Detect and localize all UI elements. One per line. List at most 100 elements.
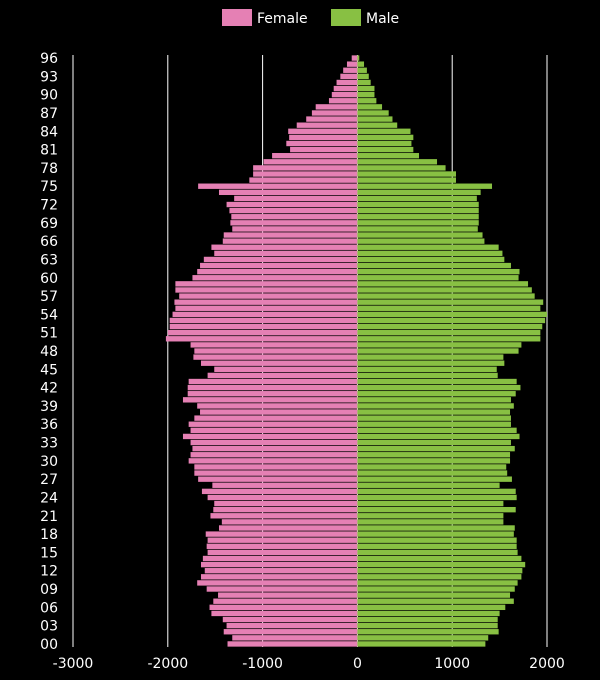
bar-male-52 <box>357 323 543 330</box>
bar-female-87 <box>311 110 358 116</box>
y-tick-label: 72 <box>40 198 58 214</box>
bar-female-12 <box>204 568 358 574</box>
bar-female-93 <box>340 73 358 80</box>
bar-female-16 <box>206 543 358 549</box>
y-tick-label: 90 <box>40 88 58 104</box>
bar-male-47 <box>357 354 504 360</box>
bar-male-82 <box>357 140 412 147</box>
bar-female-56 <box>174 299 358 305</box>
bar-female-89 <box>328 98 358 104</box>
y-tick-label: 87 <box>40 106 58 122</box>
bar-male-35 <box>357 427 517 434</box>
bar-female-49 <box>190 342 358 348</box>
y-tick-label: 27 <box>40 472 58 488</box>
bar-female-58 <box>175 287 358 293</box>
bar-male-15 <box>357 549 518 556</box>
bar-female-91 <box>333 85 358 92</box>
bar-female-60 <box>192 275 358 281</box>
bar-female-23 <box>214 500 358 507</box>
bar-male-74 <box>357 189 481 196</box>
bar-female-00 <box>227 641 358 647</box>
y-tick-label: 60 <box>40 271 58 287</box>
bar-male-68 <box>357 226 478 232</box>
bar-female-63 <box>203 256 358 263</box>
bar-female-54 <box>172 311 358 318</box>
y-tick-label: 81 <box>40 143 58 159</box>
bar-male-69 <box>357 220 479 226</box>
bar-female-30 <box>188 458 358 464</box>
bar-male-16 <box>357 543 517 549</box>
bar-male-04 <box>357 616 498 623</box>
bar-female-43 <box>188 378 358 385</box>
bar-male-96 <box>357 55 360 61</box>
bar-male-93 <box>357 73 369 80</box>
bar-female-71 <box>229 207 358 214</box>
bar-female-39 <box>197 403 358 409</box>
bar-female-95 <box>346 61 358 67</box>
bar-male-89 <box>357 98 377 104</box>
bar-female-29 <box>194 464 358 470</box>
bar-male-86 <box>357 116 393 122</box>
bar-male-46 <box>357 360 505 366</box>
bar-male-50 <box>357 336 541 342</box>
bar-female-59 <box>175 281 358 287</box>
bar-female-67 <box>223 232 358 238</box>
bar-female-03 <box>226 622 358 629</box>
y-tick-label: 45 <box>40 362 58 378</box>
bar-male-43 <box>357 378 517 385</box>
bar-female-01 <box>232 635 358 641</box>
bar-male-45 <box>357 366 497 372</box>
bar-female-34 <box>182 433 358 440</box>
y-tick-label: 09 <box>40 582 58 598</box>
bar-male-27 <box>357 476 512 482</box>
bar-female-62 <box>200 262 358 269</box>
bar-male-70 <box>357 214 479 220</box>
bar-female-73 <box>234 195 358 202</box>
y-tick-label: 51 <box>40 326 58 342</box>
x-tick-label: -1000 <box>242 656 283 672</box>
bar-male-77 <box>357 171 456 177</box>
bar-male-78 <box>357 165 446 171</box>
legend-swatch-male <box>331 9 361 26</box>
y-tick-label: 36 <box>40 417 58 433</box>
bar-male-14 <box>357 555 522 562</box>
legend-label-female: Female <box>257 11 308 27</box>
bar-male-17 <box>357 537 517 543</box>
bar-male-19 <box>357 525 515 531</box>
bar-female-74 <box>218 189 358 196</box>
bar-female-10 <box>197 580 358 586</box>
bar-female-51 <box>167 330 358 336</box>
bar-male-72 <box>357 201 479 208</box>
bar-male-83 <box>357 134 414 141</box>
bar-female-68 <box>232 226 358 232</box>
bar-male-73 <box>357 195 477 202</box>
bar-male-56 <box>357 299 544 305</box>
bar-female-77 <box>253 171 358 177</box>
bar-female-14 <box>202 555 358 562</box>
bar-female-94 <box>343 67 358 73</box>
y-axis-labels: 00 03 06 09 12 15 18 21 24 27 30 33 36 39 42 45 48 51 54 57… <box>40 51 58 653</box>
bar-male-26 <box>357 482 500 488</box>
bar-female-61 <box>197 268 358 275</box>
y-tick-label: 93 <box>40 69 58 85</box>
y-tick-label: 39 <box>40 399 58 415</box>
bar-female-44 <box>207 372 358 379</box>
bar-female-15 <box>207 549 358 556</box>
bar-male-90 <box>357 91 375 98</box>
bar-female-25 <box>201 488 358 495</box>
bar-female-79 <box>263 159 358 165</box>
bar-female-81 <box>290 146 358 153</box>
bar-female-52 <box>169 323 358 330</box>
bar-male-66 <box>357 238 485 244</box>
y-tick-label: 48 <box>40 344 58 360</box>
bar-male-10 <box>357 580 518 586</box>
y-tick-label: 06 <box>40 600 58 616</box>
bar-female-24 <box>207 494 358 501</box>
bar-male-87 <box>357 110 389 116</box>
bar-male-67 <box>357 232 483 238</box>
bar-male-44 <box>357 372 498 379</box>
bar-female-85 <box>296 122 358 128</box>
bar-female-17 <box>207 537 358 543</box>
legend: Female Male <box>222 9 399 27</box>
